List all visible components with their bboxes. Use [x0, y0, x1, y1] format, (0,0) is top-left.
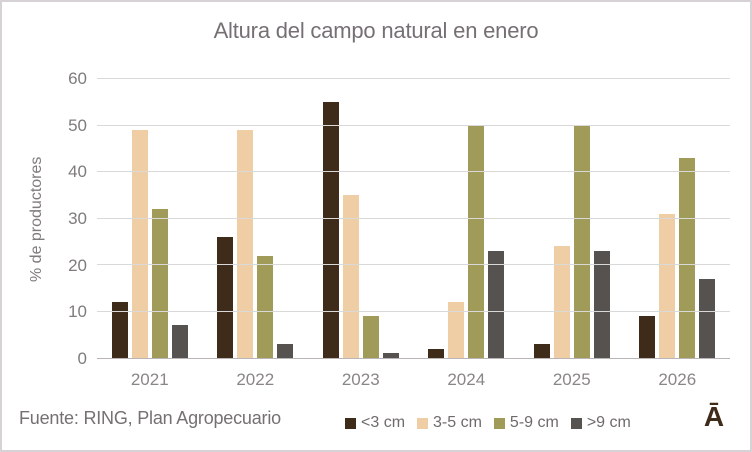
chart-title: Altura del campo natural en enero [213, 18, 539, 43]
bar [679, 158, 696, 358]
bar [151, 209, 168, 358]
bar [573, 125, 590, 358]
bar-group-2026 [625, 79, 731, 358]
source-note: Fuente: RING, Plan Agropecuario [19, 408, 281, 428]
y-tick-label: 40 [68, 162, 87, 182]
bar-group-2023 [308, 79, 414, 358]
gridline [97, 124, 730, 126]
bar [257, 255, 274, 358]
bar [488, 251, 505, 358]
y-tick-label: 50 [68, 115, 87, 135]
legend-label: 5-9 cm [509, 414, 559, 431]
x-tick-label: 2024 [447, 370, 486, 389]
bar [322, 102, 339, 358]
y-tick-label: 60 [68, 69, 87, 88]
bar-group-2025 [519, 79, 625, 358]
legend-label: <3 cm [361, 414, 406, 431]
bar-group-2022 [203, 79, 309, 358]
bar [428, 348, 445, 358]
bar [382, 353, 399, 358]
gridline [97, 78, 730, 79]
y-tick-label: 30 [68, 209, 87, 228]
legend-label: 3-5 cm [433, 414, 482, 431]
bar [659, 213, 676, 358]
bar-group-2024 [414, 79, 520, 358]
legend-item: 3-5 cm [417, 414, 482, 432]
legend-label: >9 cm [586, 414, 631, 431]
bar-groups [97, 79, 730, 358]
bar [237, 130, 254, 358]
legend-swatch-icon [570, 417, 582, 429]
gridline [97, 310, 730, 312]
legend-item: 5-9 cm [493, 414, 559, 432]
legend-swatch-icon [345, 417, 356, 429]
brand-logo: Ā [703, 401, 725, 432]
gridline [97, 217, 730, 219]
bar [217, 237, 234, 358]
bar [131, 130, 148, 358]
legend-item: >9 cm [570, 414, 631, 432]
bar [342, 195, 359, 358]
gridline [97, 264, 730, 265]
x-tick-label: 2022 [236, 370, 275, 389]
gridline [97, 171, 730, 172]
bar [362, 316, 379, 358]
x-tick-label: 2025 [552, 370, 591, 389]
x-tick-label: 2023 [341, 370, 380, 389]
bar [111, 302, 128, 358]
bar [699, 278, 716, 358]
bar [448, 302, 465, 358]
bar [171, 325, 188, 358]
legend-swatch-icon [417, 417, 429, 429]
bar [277, 344, 294, 358]
bar [533, 344, 550, 358]
bar-group-2021 [97, 79, 203, 358]
x-tick-label: 2021 [130, 370, 169, 389]
legend: <3 cm 3-5 cm 5-9 cm >9 cm [345, 414, 631, 432]
y-tick-label: 10 [68, 302, 87, 322]
y-tick-label: 20 [68, 255, 87, 275]
bar [639, 316, 656, 358]
bar [468, 125, 485, 358]
legend-item: <3 cm [345, 414, 405, 432]
bar [593, 251, 610, 358]
x-tick-label: 2026 [658, 370, 697, 389]
y-tick-label: 0 [77, 349, 87, 368]
plot-area [97, 78, 730, 359]
x-axis-labels: 2021 2022 2023 2024 2025 2026 [97, 370, 730, 390]
bar [553, 246, 570, 358]
legend-swatch-icon [493, 417, 505, 429]
